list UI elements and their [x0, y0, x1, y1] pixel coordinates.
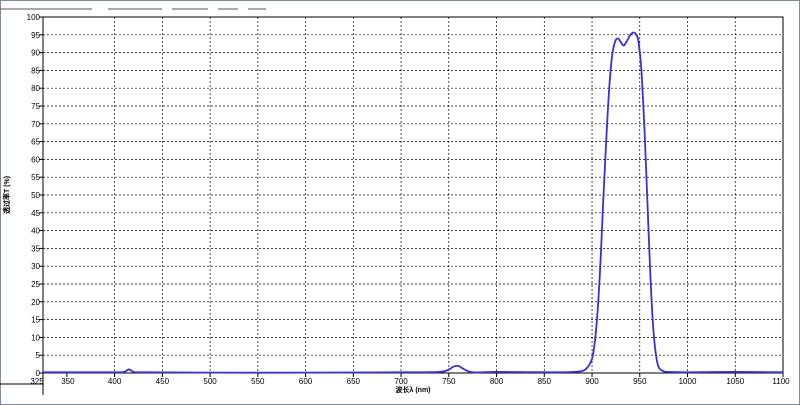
x-tick-label: 1100: [772, 377, 790, 386]
x-axis-label: 波长λ (nm): [396, 385, 431, 394]
y-tick-label: 95: [31, 31, 40, 40]
y-tick-label: 55: [31, 173, 40, 182]
x-tick-labels: 325 350 400 450 500 550 600 650 700 750 800 850 900 9…: [30, 377, 790, 386]
y-tick-label: 80: [31, 84, 40, 93]
x-tick-label: 1050: [726, 377, 744, 386]
y-tick-label: 70: [31, 120, 40, 129]
x-tick-label: 500: [203, 377, 217, 386]
x-tick-label: 650: [347, 377, 361, 386]
y-tick-label: 45: [31, 209, 40, 218]
x-tick-label: 700: [394, 377, 408, 386]
transmittance-series-line: [42, 31, 784, 374]
y-tick-label: 30: [31, 262, 40, 271]
y-tick-label: 20: [31, 298, 40, 307]
y-tick-label: 50: [31, 191, 40, 200]
x-tick-label: 950: [633, 377, 647, 386]
y-tick-label: 10: [31, 333, 40, 342]
x-tick-label: 1000: [679, 377, 697, 386]
x-tick-label: 850: [538, 377, 552, 386]
y-tick-label: 60: [31, 155, 40, 164]
x-tick-label: 550: [251, 377, 265, 386]
x-tick-label: 350: [61, 377, 75, 386]
y-tick-label: 90: [31, 49, 40, 58]
y-axis-label: 透过率T (%): [2, 176, 11, 214]
x-tick-label: 750: [442, 377, 456, 386]
y-tick-labels: 0 5 10 15 20 25 30 35 40 45 50 55 60 65 70 75 80 85 90 95 10…: [27, 13, 41, 378]
y-tick-label: 75: [31, 102, 40, 111]
x-tick-label: 600: [299, 377, 313, 386]
series-layer: [42, 31, 784, 374]
x-tick-label: 900: [585, 377, 599, 386]
x-tick-label: 325: [30, 377, 44, 386]
y-tick-label: 65: [31, 138, 40, 147]
grid-lines: [39, 16, 784, 377]
x-tick-label: 400: [108, 377, 122, 386]
y-tick-label: 100: [27, 13, 41, 22]
x-tick-label: 450: [156, 377, 170, 386]
header-underline-marks: [0, 8, 266, 10]
y-tick-label: 85: [31, 66, 40, 75]
y-tick-label: 15: [31, 316, 40, 325]
y-tick-label: 5: [36, 351, 41, 360]
x-tick-label: 800: [490, 377, 504, 386]
y-tick-label: 35: [31, 244, 40, 253]
y-tick-label: 0: [36, 369, 41, 378]
y-tick-label: 40: [31, 227, 40, 236]
y-tick-label: 25: [31, 280, 40, 289]
